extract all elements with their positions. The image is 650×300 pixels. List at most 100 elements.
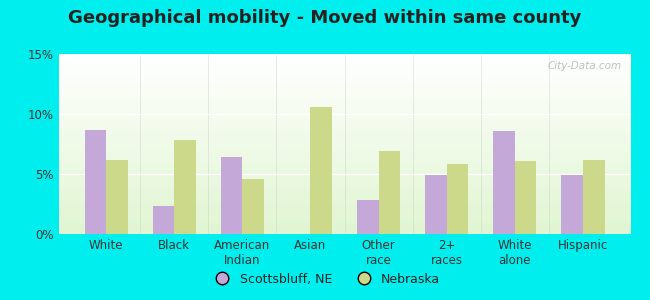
Bar [58,100,630,102]
Bar [58,186,630,188]
Bar [58,177,630,178]
Bar [58,80,630,81]
Bar [58,58,630,60]
Bar [58,171,630,172]
Bar [425,175,447,234]
Bar [378,151,400,234]
Bar [58,99,630,100]
Bar [58,167,630,168]
Bar [58,108,630,110]
Bar [58,118,630,120]
Bar [242,179,264,234]
Bar [58,201,630,202]
Bar [58,106,630,108]
Bar [58,158,630,159]
Bar [58,180,630,182]
Bar [58,57,630,58]
Bar [58,230,630,231]
Bar [58,183,630,184]
Bar [58,156,630,158]
Bar [58,176,630,177]
Bar [58,208,630,210]
Bar [58,196,630,198]
Legend: Scottsbluff, NE, Nebraska: Scottsbluff, NE, Nebraska [205,268,445,291]
Bar [58,192,630,194]
Bar [58,162,630,164]
Bar [58,231,630,232]
Bar [58,124,630,126]
Bar [58,81,630,82]
Bar [58,69,630,70]
Bar [58,134,630,135]
Bar [58,216,630,218]
Bar [58,68,630,69]
Bar [58,178,630,180]
Bar [58,172,630,174]
Bar [58,63,630,64]
Bar [58,138,630,140]
Bar [58,200,630,201]
Bar [58,214,630,216]
Bar [58,85,630,87]
Bar [58,146,630,147]
Bar [58,78,630,80]
Bar [84,130,107,234]
Bar [58,140,630,141]
Bar [58,82,630,84]
Bar [58,92,630,93]
Bar [58,110,630,111]
Text: Geographical mobility - Moved within same county: Geographical mobility - Moved within sam… [68,9,582,27]
Bar [582,160,604,234]
Bar [58,96,630,98]
Bar [515,161,536,234]
Bar [58,147,630,148]
Bar [58,152,630,153]
Bar [58,160,630,162]
Bar [58,150,630,152]
Bar [58,114,630,116]
Bar [58,93,630,94]
Bar [58,111,630,112]
Bar [58,74,630,75]
Bar [58,56,630,57]
Bar [58,103,630,105]
Bar [58,212,630,213]
Bar [58,72,630,74]
Bar [58,60,630,61]
Bar [58,225,630,226]
Bar [58,218,630,219]
Bar [58,206,630,207]
Bar [58,204,630,206]
Bar [58,84,630,86]
Bar [58,120,630,122]
Bar [58,129,630,130]
Bar [58,61,630,63]
Bar [220,157,242,234]
Bar [58,144,630,146]
Bar [58,98,630,99]
Bar [58,154,630,156]
Bar [58,132,630,134]
Bar [58,122,630,123]
Bar [447,164,469,234]
Bar [58,76,630,78]
Bar [58,116,630,117]
Bar [58,130,630,132]
Bar [58,128,630,129]
Bar [58,210,630,212]
Text: City-Data.com: City-Data.com [548,61,622,71]
Bar [561,175,582,234]
Bar [58,64,630,66]
Bar [58,136,630,138]
Bar [58,135,630,136]
Bar [493,131,515,234]
Bar [58,222,630,224]
Bar [58,226,630,228]
Bar [58,207,630,208]
Bar [58,87,630,88]
Bar [311,107,332,234]
Bar [58,188,630,189]
Bar [58,126,630,128]
Bar [58,198,630,200]
Bar [58,112,630,114]
